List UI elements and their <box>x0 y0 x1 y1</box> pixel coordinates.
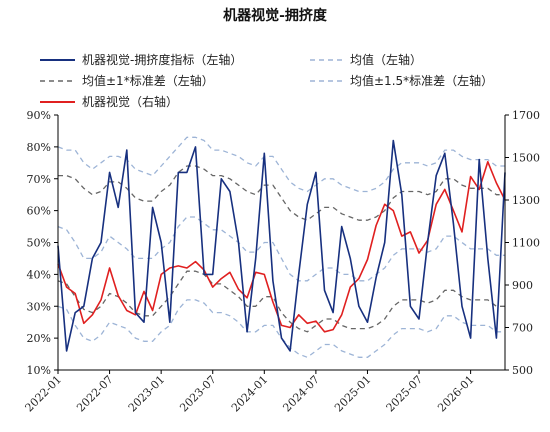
x-tick-label: 2025-01 <box>332 373 374 415</box>
mean-line <box>57 216 505 282</box>
axes: 10% 20% 30% 40% 50% 60% 70% 80% 90% 500 700 900 1100… <box>23 109 540 414</box>
x-tick-label: 2022-07 <box>74 373 116 415</box>
right-tick-label: 1500 <box>512 152 540 165</box>
legend-label-mean: 均值（左轴） <box>350 52 422 67</box>
left-tick-label: 30% <box>27 300 51 313</box>
legend-label-index: 机器视觉-拥挤度指标（左轴） <box>82 52 242 67</box>
right-tick-label: 1100 <box>512 237 540 250</box>
plot-area <box>57 136 506 358</box>
std1-lower-line <box>57 270 505 333</box>
left-tick-label: 50% <box>27 237 51 250</box>
left-tick-label: 20% <box>27 332 51 345</box>
left-tick-label: 60% <box>27 205 51 218</box>
right-tick-label: 700 <box>512 322 533 335</box>
right-tick-label: 500 <box>512 364 533 377</box>
x-tick-label: 2025-07 <box>384 373 426 415</box>
right-tick-label: 900 <box>512 279 533 292</box>
left-tick-label: 80% <box>27 141 51 154</box>
x-tick-label: 2023-07 <box>177 373 219 415</box>
left-tick-label: 10% <box>27 364 51 377</box>
x-tick-label: 2023-01 <box>126 373 168 415</box>
left-tick-label: 90% <box>27 109 51 122</box>
chart-title: 机器视觉-拥挤度 <box>223 7 328 24</box>
machine-vision-price-line <box>57 161 506 333</box>
legend-label-std1: 均值±1*标准差（左轴） <box>82 73 214 88</box>
legend-label-red: 机器视觉（右轴） <box>82 94 178 109</box>
std1-upper-line <box>58 165 505 221</box>
left-tick-label: 40% <box>27 268 51 281</box>
left-tick-label: 70% <box>27 173 51 186</box>
x-tick-label: 2024-01 <box>229 373 271 415</box>
x-tick-label: 2024-07 <box>280 373 322 415</box>
std15-upper-line <box>57 136 505 193</box>
std15-lower-line <box>57 299 505 358</box>
crowding-index-line <box>57 139 506 352</box>
legend-label-std15: 均值±1.5*标准差（左轴） <box>350 73 493 88</box>
legend: 机器视觉-拥挤度指标（左轴） 均值（左轴） 均值±1*标准差（左轴） 均值±1.… <box>40 52 493 109</box>
x-tick-label: 2022-01 <box>23 373 65 415</box>
right-tick-label: 1700 <box>512 109 540 122</box>
x-tick-label: 2026-01 <box>435 373 477 415</box>
right-tick-label: 1300 <box>512 194 540 207</box>
